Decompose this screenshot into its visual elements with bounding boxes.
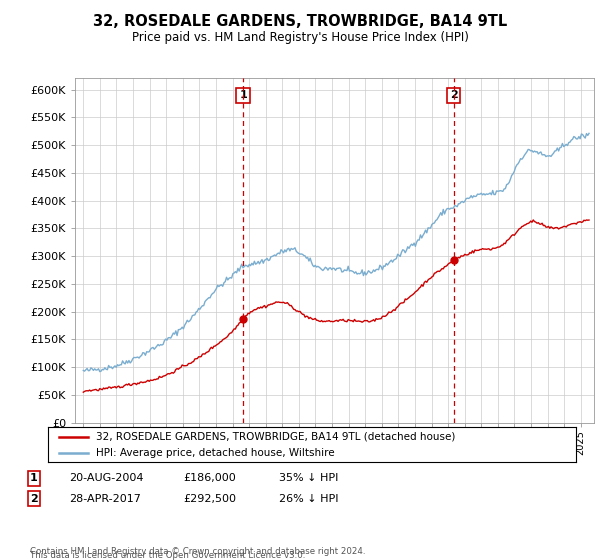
Text: 32, ROSEDALE GARDENS, TROWBRIDGE, BA14 9TL: 32, ROSEDALE GARDENS, TROWBRIDGE, BA14 9… bbox=[93, 14, 507, 29]
Text: 2: 2 bbox=[30, 494, 38, 504]
Text: This data is licensed under the Open Government Licence v3.0.: This data is licensed under the Open Gov… bbox=[30, 551, 305, 560]
Text: 20-AUG-2004: 20-AUG-2004 bbox=[69, 473, 143, 483]
Text: 1: 1 bbox=[239, 91, 247, 100]
Text: 1: 1 bbox=[30, 473, 38, 483]
Text: HPI: Average price, detached house, Wiltshire: HPI: Average price, detached house, Wilt… bbox=[95, 449, 334, 458]
Text: Price paid vs. HM Land Registry's House Price Index (HPI): Price paid vs. HM Land Registry's House … bbox=[131, 31, 469, 44]
Text: Contains HM Land Registry data © Crown copyright and database right 2024.: Contains HM Land Registry data © Crown c… bbox=[30, 547, 365, 556]
Text: £292,500: £292,500 bbox=[183, 494, 236, 504]
Text: 32, ROSEDALE GARDENS, TROWBRIDGE, BA14 9TL (detached house): 32, ROSEDALE GARDENS, TROWBRIDGE, BA14 9… bbox=[95, 432, 455, 442]
Text: 26% ↓ HPI: 26% ↓ HPI bbox=[279, 494, 338, 504]
Text: 35% ↓ HPI: 35% ↓ HPI bbox=[279, 473, 338, 483]
Text: £186,000: £186,000 bbox=[183, 473, 236, 483]
Text: 2: 2 bbox=[449, 91, 457, 100]
Text: 28-APR-2017: 28-APR-2017 bbox=[69, 494, 141, 504]
